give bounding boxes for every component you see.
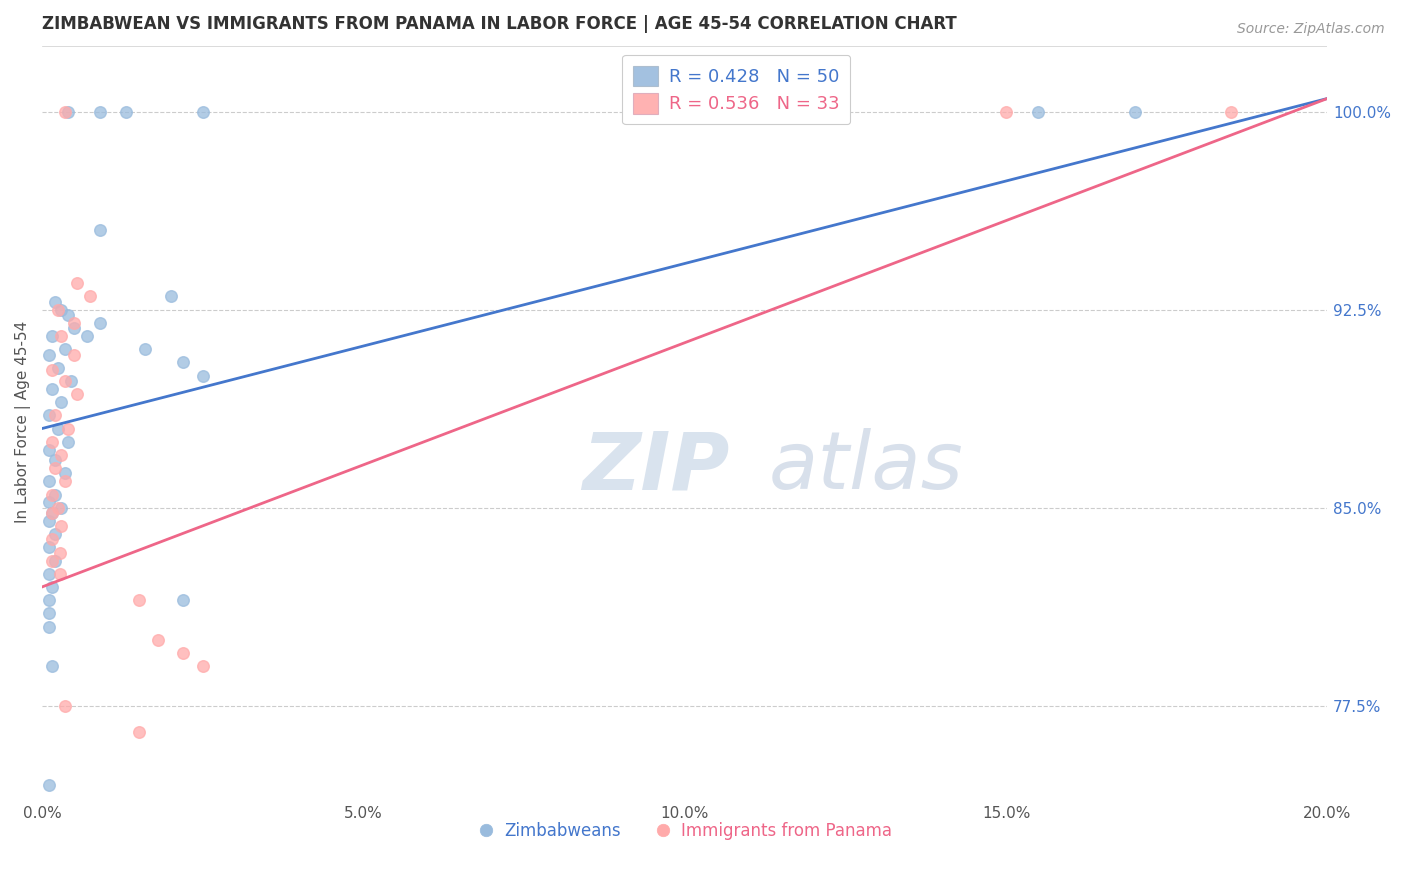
Point — [38, 409, 60, 423]
Point — [41, 506, 63, 520]
Point — [63, 321, 86, 335]
Point — [56, 308, 79, 322]
Point — [173, 646, 195, 660]
Point — [51, 519, 73, 533]
Point — [134, 343, 156, 357]
Point — [46, 421, 69, 435]
Point — [51, 395, 73, 409]
Point — [63, 316, 86, 330]
Point — [89, 104, 111, 119]
Point — [53, 698, 76, 713]
Point — [46, 302, 69, 317]
Point — [41, 553, 63, 567]
Point — [38, 475, 60, 489]
Point — [51, 448, 73, 462]
Point — [49, 566, 72, 581]
Point — [128, 593, 150, 607]
Point — [41, 487, 63, 501]
Point — [53, 374, 76, 388]
Point — [41, 382, 63, 396]
Text: ZIMBABWEAN VS IMMIGRANTS FROM PANAMA IN LABOR FORCE | AGE 45-54 CORRELATION CHAR: ZIMBABWEAN VS IMMIGRANTS FROM PANAMA IN … — [42, 15, 957, 33]
Point — [51, 302, 73, 317]
Point — [79, 289, 101, 303]
Point — [191, 368, 214, 383]
Point — [49, 546, 72, 560]
Point — [46, 360, 69, 375]
Point — [53, 104, 76, 119]
Point — [53, 467, 76, 481]
Point — [44, 294, 66, 309]
Y-axis label: In Labor Force | Age 45-54: In Labor Force | Age 45-54 — [15, 321, 31, 523]
Point — [66, 277, 89, 291]
Point — [41, 363, 63, 377]
Point — [60, 374, 83, 388]
Point — [44, 527, 66, 541]
Point — [41, 506, 63, 520]
Text: ZIP: ZIP — [582, 428, 730, 506]
Text: atlas: atlas — [768, 428, 963, 506]
Point — [38, 541, 60, 555]
Point — [44, 453, 66, 467]
Point — [76, 329, 98, 343]
Point — [41, 434, 63, 449]
Point — [114, 104, 136, 119]
Point — [128, 725, 150, 739]
Point — [53, 343, 76, 357]
Point — [53, 475, 76, 489]
Point — [38, 607, 60, 621]
Point — [63, 348, 86, 362]
Point — [41, 580, 63, 594]
Point — [56, 104, 79, 119]
Point — [38, 619, 60, 633]
Point — [173, 355, 195, 369]
Point — [159, 871, 181, 885]
Point — [41, 533, 63, 547]
Text: Source: ZipAtlas.com: Source: ZipAtlas.com — [1237, 22, 1385, 37]
Point — [38, 495, 60, 509]
Point — [89, 316, 111, 330]
Point — [38, 514, 60, 528]
Point — [41, 329, 63, 343]
Legend: Zimbabweans, Immigrants from Panama: Zimbabweans, Immigrants from Panama — [471, 815, 898, 847]
Point — [146, 632, 169, 647]
Point — [44, 487, 66, 501]
Point — [51, 500, 73, 515]
Point — [38, 593, 60, 607]
Point — [191, 104, 214, 119]
Point — [46, 500, 69, 515]
Point — [44, 409, 66, 423]
Point — [89, 223, 111, 237]
Point — [44, 461, 66, 475]
Point — [66, 387, 89, 401]
Point — [1220, 104, 1243, 119]
Point — [38, 778, 60, 792]
Point — [44, 553, 66, 567]
Point — [38, 348, 60, 362]
Point — [159, 289, 181, 303]
Point — [1123, 104, 1146, 119]
Point — [56, 421, 79, 435]
Point — [41, 659, 63, 673]
Point — [38, 566, 60, 581]
Point — [173, 593, 195, 607]
Point — [51, 329, 73, 343]
Point — [38, 442, 60, 457]
Point — [995, 104, 1018, 119]
Point — [191, 659, 214, 673]
Point — [56, 434, 79, 449]
Point — [1026, 104, 1049, 119]
